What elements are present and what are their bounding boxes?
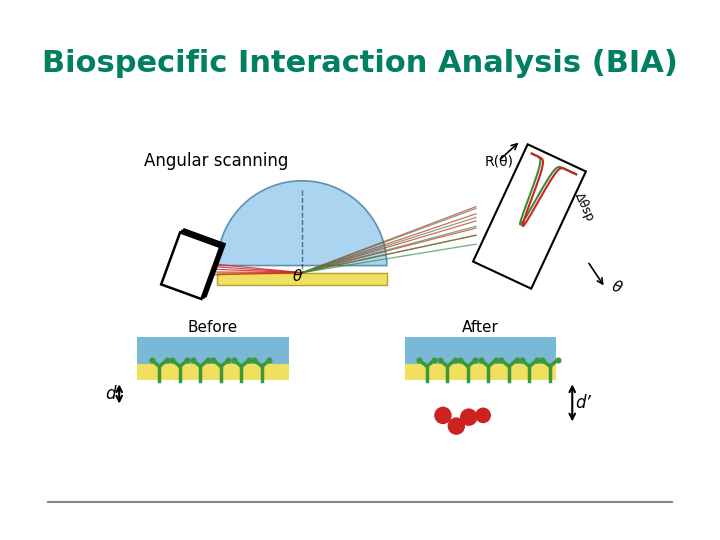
Text: θ: θ [188,241,199,259]
FancyBboxPatch shape [217,273,387,285]
Polygon shape [166,230,225,296]
Text: Angular scanning: Angular scanning [144,152,289,170]
Text: R(θ): R(θ) [485,154,514,168]
FancyBboxPatch shape [137,363,289,380]
FancyBboxPatch shape [405,363,557,380]
Text: d’: d’ [575,394,591,412]
Text: θ: θ [293,269,302,284]
Circle shape [435,407,451,423]
FancyBboxPatch shape [405,337,557,363]
FancyBboxPatch shape [137,337,289,363]
Circle shape [449,418,464,434]
Polygon shape [163,231,222,298]
Text: Biospecific Interaction Analysis (BIA): Biospecific Interaction Analysis (BIA) [42,49,678,78]
Text: Before: Before [188,320,238,335]
Text: After: After [462,320,499,335]
Text: θ: θ [610,279,624,296]
Circle shape [461,409,477,425]
Text: Δθsp: Δθsp [572,191,597,224]
Text: d: d [105,385,115,403]
Polygon shape [161,232,220,299]
Polygon shape [217,181,387,266]
Polygon shape [473,144,586,289]
Circle shape [476,408,490,422]
